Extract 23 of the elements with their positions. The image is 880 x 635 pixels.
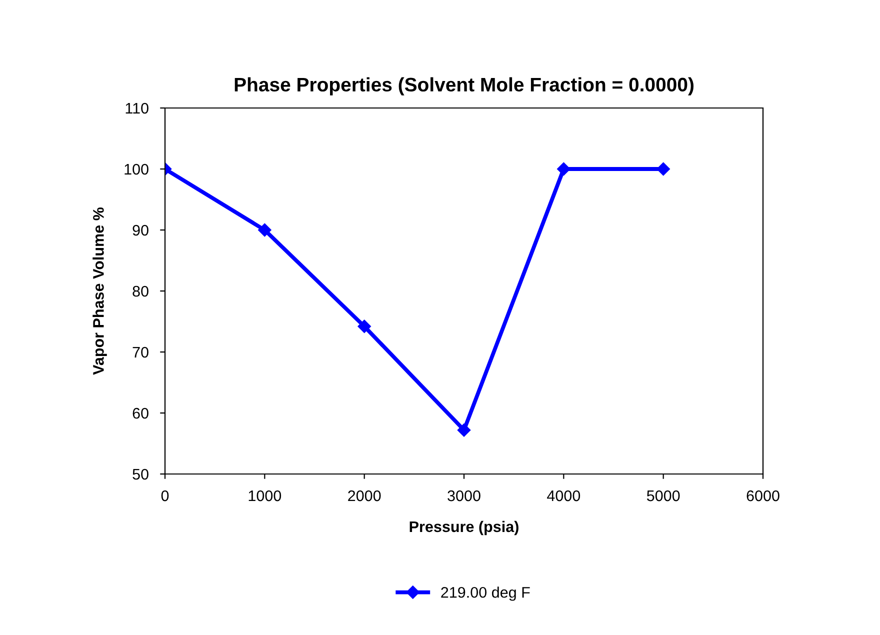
y-tick-label: 60 bbox=[132, 408, 148, 419]
y-tick-label: 90 bbox=[132, 224, 148, 236]
y-tick-label: 80 bbox=[132, 286, 148, 297]
x-tick-label: 2000 bbox=[348, 490, 381, 502]
x-tick-label: 6000 bbox=[746, 490, 780, 502]
y-tick-label: 100 bbox=[124, 164, 148, 175]
point bbox=[656, 162, 670, 176]
y-tick-label: 50 bbox=[132, 468, 148, 480]
x-tick-label: 1000 bbox=[248, 490, 282, 502]
point bbox=[457, 423, 471, 437]
legend-label: 219.00 deg F bbox=[441, 586, 530, 601]
x-tick-label: 4000 bbox=[547, 490, 580, 502]
x-axis-title: Pressure (psia) bbox=[410, 520, 518, 536]
y-tick-label: 110 bbox=[126, 102, 148, 114]
y-tick-label: 70 bbox=[132, 346, 148, 358]
x-tick-label: 5000 bbox=[646, 490, 680, 502]
point bbox=[258, 223, 272, 237]
point bbox=[358, 320, 371, 333]
chart-title: Phase Properties (Solvent Mole Fraction = 0.0000) bbox=[234, 77, 694, 96]
x-tick-label: 3000 bbox=[448, 490, 480, 502]
y-axis-title: Vapor Phase Volume % bbox=[92, 207, 107, 375]
x-tick-label: 0 bbox=[161, 490, 169, 502]
point bbox=[557, 162, 570, 176]
